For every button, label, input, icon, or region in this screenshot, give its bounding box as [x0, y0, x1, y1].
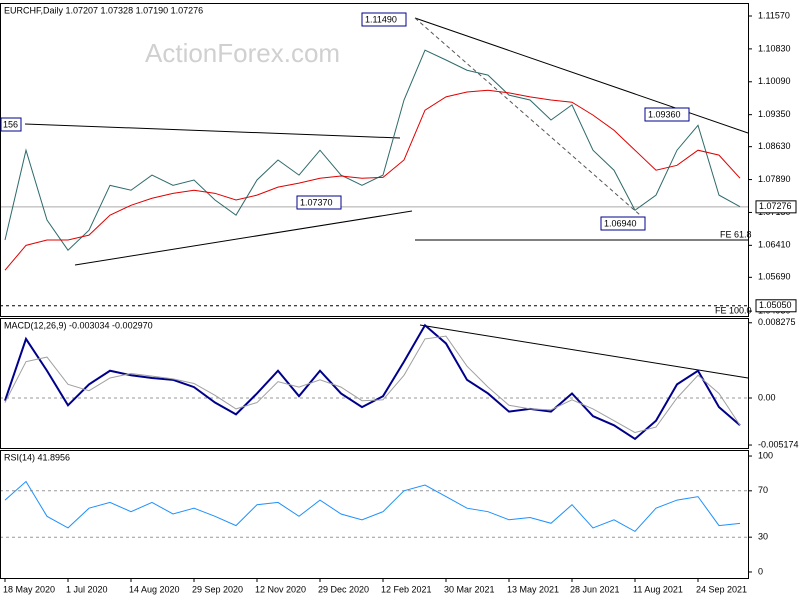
- series-line: [4, 480, 741, 533]
- rsi-panel: [0, 450, 749, 579]
- annotation: FE 61.8: [720, 229, 752, 239]
- x-tick-label: 18 May 2020: [3, 584, 55, 594]
- series-line: [4, 335, 741, 434]
- x-tick-label: 29 Sep 2020: [192, 584, 243, 594]
- price-level-box: [755, 200, 797, 214]
- annotation: 1.11490: [365, 14, 397, 24]
- y-tick-label: 0.008275: [758, 317, 796, 327]
- annotation-box: [361, 12, 407, 27]
- annotation-box: [600, 216, 646, 231]
- trend-line: [414, 17, 749, 134]
- annotation-box: [644, 107, 690, 122]
- price-level-box: [755, 299, 797, 313]
- y-tick-label: 1.10090: [758, 76, 791, 86]
- price-level-label: 1.05050: [759, 300, 792, 310]
- series-line: [4, 89, 741, 271]
- trend-line: [414, 17, 641, 216]
- annotation: FE 100.0: [715, 305, 752, 315]
- trend-line: [419, 324, 749, 379]
- y-tick-label: 1.10830: [758, 43, 791, 53]
- x-tick-label: 11 Aug 2021: [633, 584, 683, 594]
- x-tick-label: 1 Jul 2020: [66, 584, 108, 594]
- x-tick-label: 30 Mar 2021: [444, 584, 495, 594]
- annotation: 1.06940: [604, 218, 637, 228]
- x-tick-label: 12 Feb 2021: [381, 584, 432, 594]
- y-tick-label: 1.09350: [758, 109, 791, 119]
- y-tick-label: 70: [758, 485, 768, 495]
- annotation-box: [296, 195, 342, 210]
- annotation: 156: [3, 119, 18, 129]
- y-tick-label: -0.005174: [758, 439, 799, 449]
- annotation: 1.07370: [300, 197, 333, 207]
- trend-line: [24, 123, 401, 139]
- macd-panel: [0, 318, 749, 449]
- x-tick-label: 28 Jun 2021: [570, 584, 620, 594]
- x-tick-label: 29 Dec 2020: [318, 584, 369, 594]
- x-tick-label: 14 Aug 2020: [129, 584, 180, 594]
- y-tick-label: 30: [758, 532, 768, 542]
- x-tick-label: 13 May 2021: [507, 584, 559, 594]
- trend-line: [74, 210, 413, 266]
- x-tick-label: 12 Nov 2020: [255, 584, 306, 594]
- price-panel: [0, 3, 749, 317]
- y-tick-label: 1.07890: [758, 174, 791, 184]
- x-tick-label: 24 Sep 2021: [696, 584, 747, 594]
- rsi-title: RSI(14) 41.8956: [4, 452, 70, 462]
- watermark: ActionForex.com: [145, 38, 340, 68]
- y-tick-label: 1.05690: [758, 272, 791, 282]
- series-line: [4, 49, 741, 251]
- price-level-label: 1.07276: [759, 201, 792, 211]
- y-tick-label: 1.08630: [758, 141, 791, 151]
- y-tick-label: 100: [758, 450, 773, 460]
- annotation: 1.09360: [648, 109, 681, 119]
- y-tick-label: 1.06410: [758, 240, 791, 250]
- y-tick-label: 0: [758, 566, 763, 576]
- y-tick-label: 0.00: [758, 392, 776, 402]
- y-tick-label: 1.11570: [758, 10, 790, 20]
- plots: [0, 49, 748, 538]
- macd-title: MACD(12,26,9) -0.003034 -0.002970: [4, 320, 153, 330]
- annotation-box: [0, 117, 22, 132]
- price-title: EURCHF,Daily 1.07207 1.07328 1.07190 1.0…: [4, 5, 203, 15]
